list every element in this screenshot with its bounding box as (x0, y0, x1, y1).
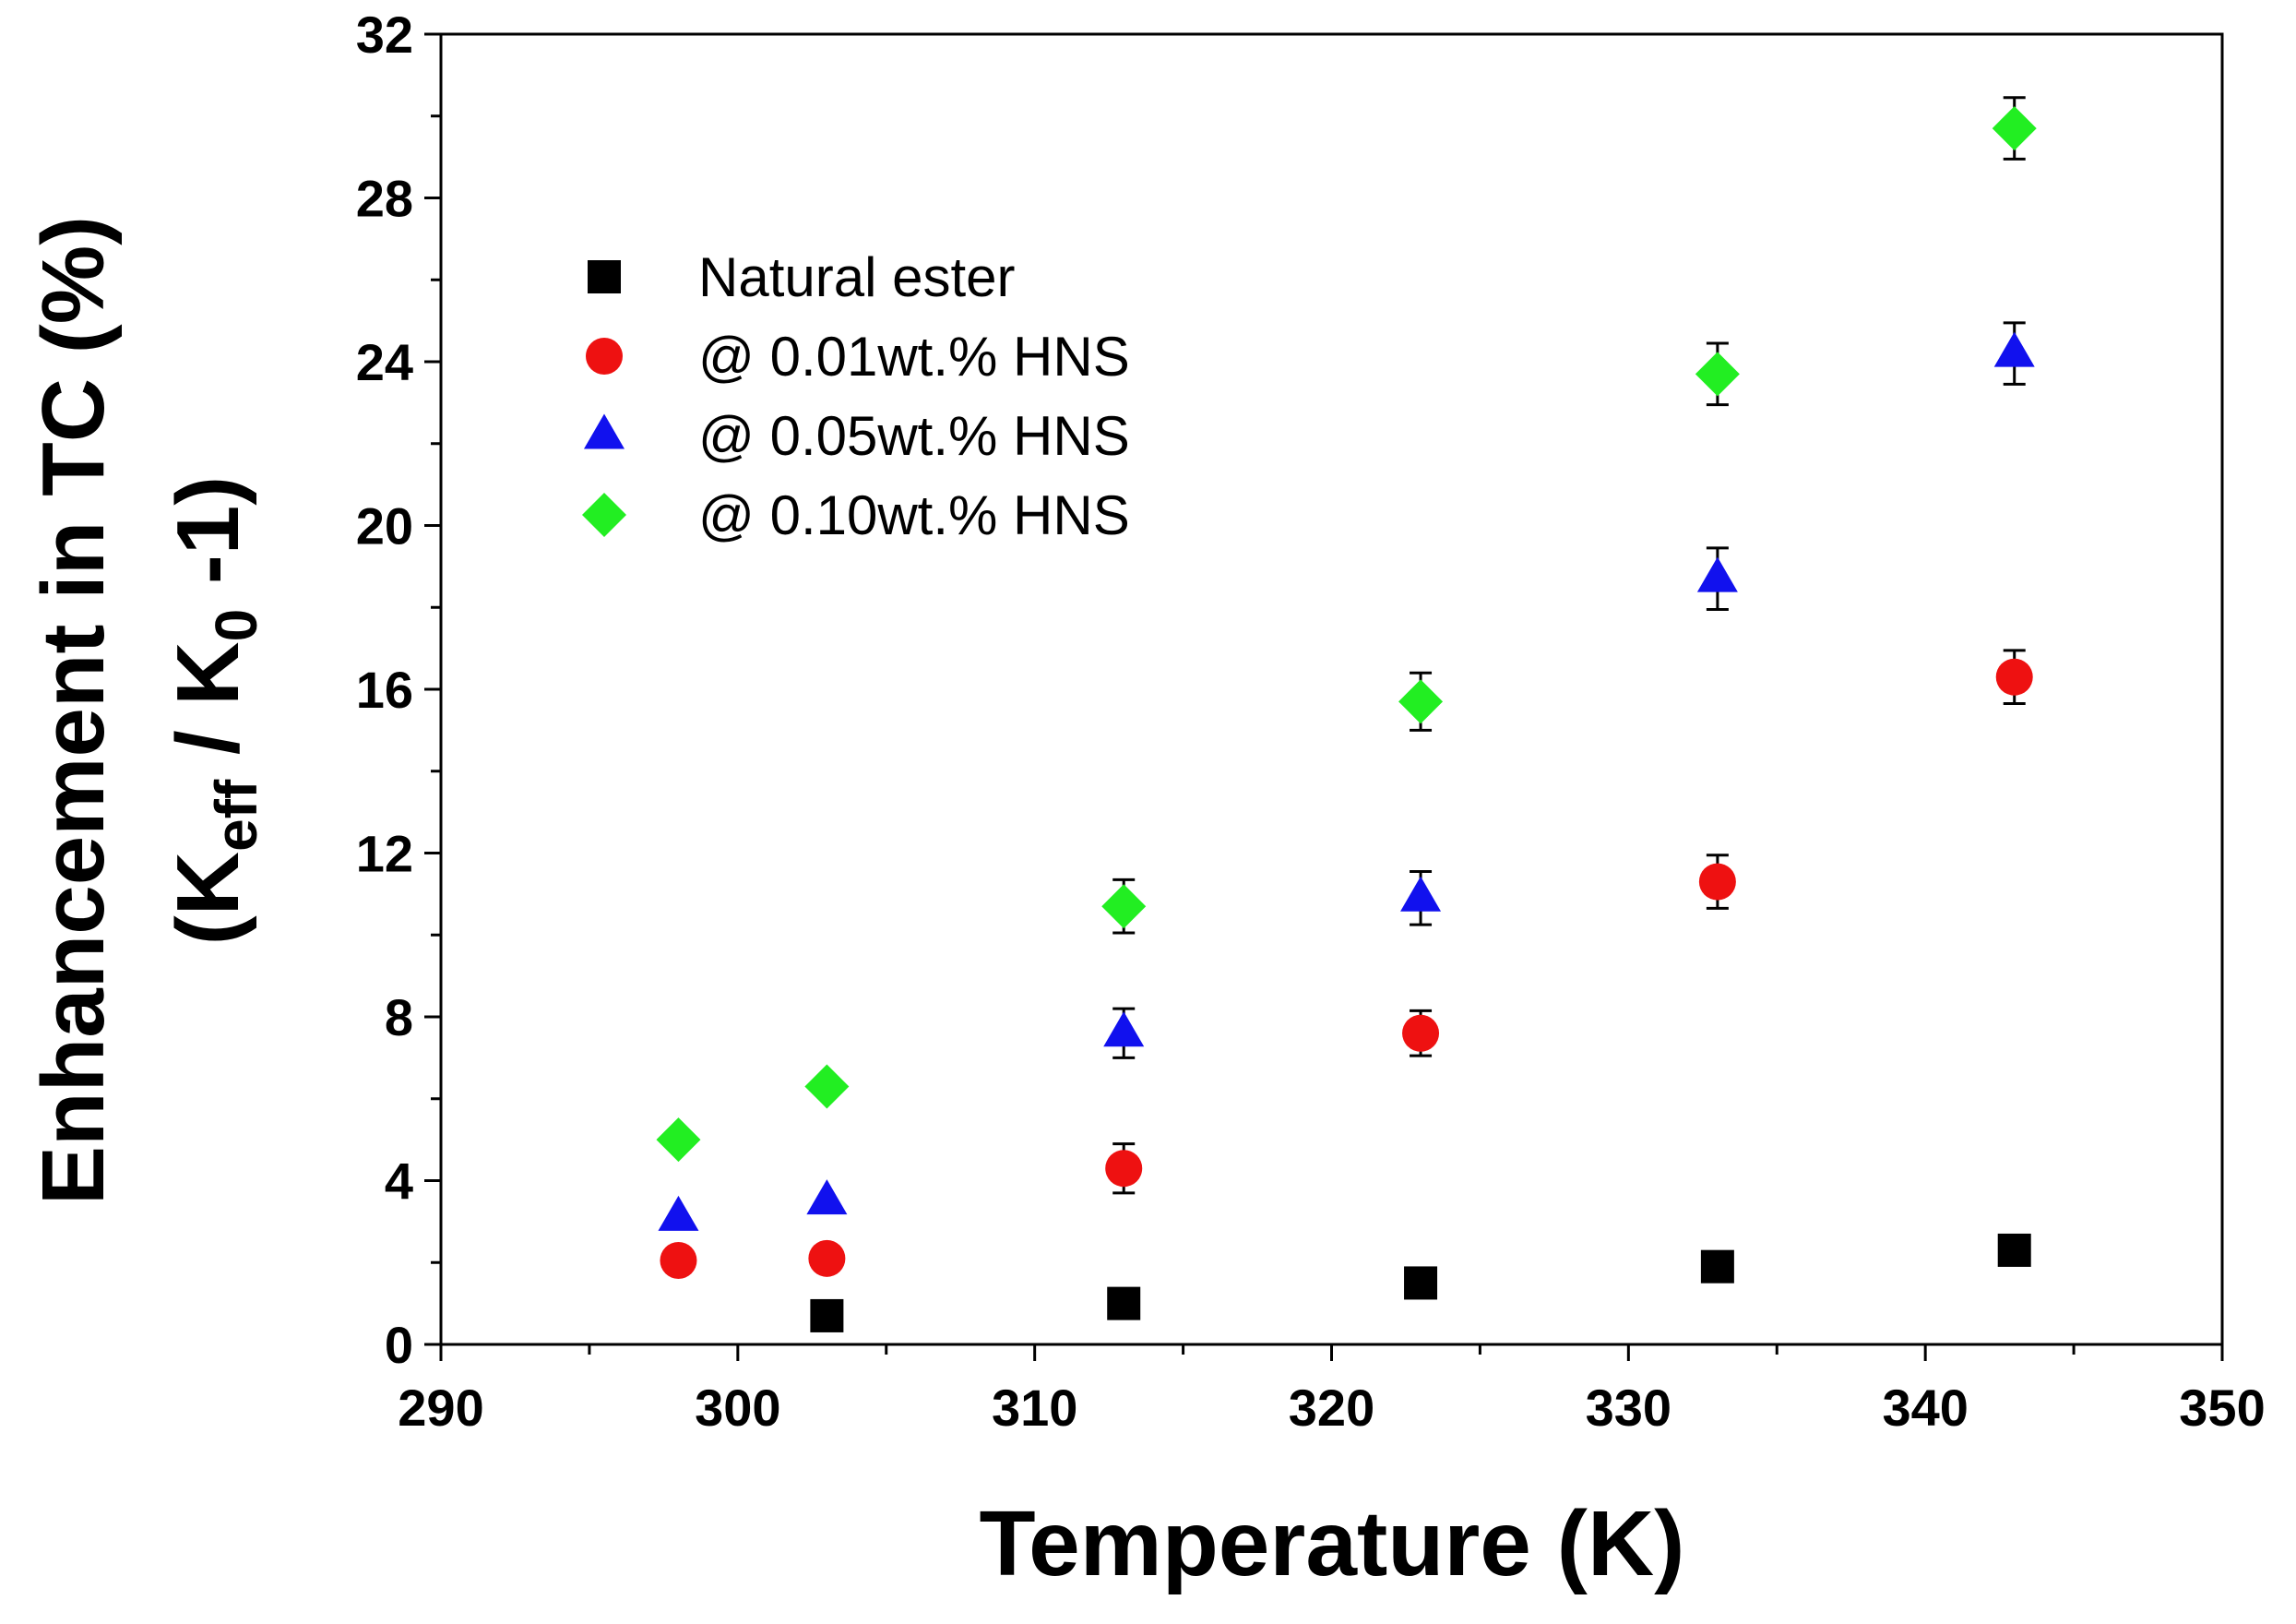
axes-layer (439, 32, 2224, 1346)
series-diamond (656, 96, 2037, 1163)
legend-label: Natural ester (698, 246, 1015, 308)
data-point-triangle (1993, 331, 2035, 367)
y-axis-title-close: -1) (159, 476, 257, 609)
data-point-diamond (1695, 352, 1740, 397)
y-axis-title-sub-eff: eff (203, 779, 269, 852)
data-point-triangle (806, 1179, 848, 1215)
legend-label: @ 0.01wt.% HNS (698, 326, 1130, 388)
legend-marker-circle (586, 338, 623, 375)
data-point-circle (808, 1239, 846, 1277)
x-tick-label: 350 (2179, 1379, 2265, 1437)
legend-marker-square (588, 260, 621, 293)
data-point-circle (1105, 1150, 1143, 1188)
data-point-square (1700, 1249, 1734, 1284)
y-axis-title-line1: Enhancement in TC (%) (24, 216, 123, 1205)
plot-frame (439, 32, 2224, 1346)
x-tick-label: 340 (1882, 1379, 1968, 1437)
legend-label: @ 0.05wt.% HNS (698, 405, 1130, 467)
y-tick-label: 24 (356, 333, 413, 391)
data-point-triangle (658, 1195, 699, 1231)
x-tick-label: 290 (398, 1379, 483, 1437)
series-circle (660, 649, 2033, 1280)
y-axis-title-mid: / K (159, 641, 257, 779)
data-point-circle (1698, 863, 1736, 901)
y-tick-label: 0 (385, 1316, 413, 1374)
legend-label: @ 0.10wt.% HNS (698, 484, 1130, 546)
data-point-diamond (804, 1064, 850, 1109)
data-point-square (810, 1298, 844, 1332)
data-point-circle (660, 1242, 697, 1280)
legend-marker-triangle (584, 413, 625, 449)
tick-layer: 290 300 310 320 330 340 350 0 4 8 12 16 20 24 28 32 (356, 6, 2266, 1437)
data-point-triangle (1400, 876, 1442, 912)
x-tick-label: 310 (992, 1379, 1077, 1437)
data-layer (656, 96, 2037, 1332)
data-point-triangle (1696, 556, 1738, 592)
data-point-circle (1995, 658, 2033, 696)
y-axis-title-group: Enhancement in TC (%) (24, 216, 123, 1205)
data-point-triangle (1103, 1011, 1145, 1047)
y-axis-title-open: (K (159, 852, 257, 945)
y-tick-label: 16 (356, 661, 413, 719)
data-point-diamond (1398, 679, 1444, 724)
y-axis-title-sub-0: 0 (203, 609, 269, 642)
x-tick-label: 330 (1586, 1379, 1671, 1437)
data-point-circle (1402, 1014, 1440, 1052)
data-point-diamond (1101, 884, 1147, 929)
y-tick-label: 12 (356, 825, 413, 883)
data-point-square (1107, 1286, 1141, 1320)
y-tick-label: 20 (356, 497, 413, 555)
data-point-diamond (656, 1117, 701, 1163)
data-point-square (1404, 1266, 1438, 1300)
series-triangle (658, 321, 2035, 1231)
y-tick-label: 8 (385, 988, 413, 1046)
x-tick-label: 300 (695, 1379, 780, 1437)
y-tick-label: 28 (356, 170, 413, 228)
y-axis-title-line2: (Keff / K0 -1) (159, 476, 269, 945)
y-axis-title-line2-group: (Keff / K0 -1) (159, 476, 269, 945)
x-axis-title: Temperature (K) (980, 1492, 1685, 1595)
x-tick-label: 320 (1289, 1379, 1374, 1437)
legend-marker-diamond (582, 493, 626, 537)
series-square (810, 1233, 2031, 1332)
y-tick-label: 32 (356, 6, 413, 64)
y-tick-label: 4 (385, 1152, 413, 1211)
legend: Natural ester @ 0.01wt.% HNS @ 0.05wt.% HN… (582, 246, 1130, 546)
data-point-square (1997, 1233, 2031, 1267)
data-point-diamond (1992, 106, 2037, 151)
